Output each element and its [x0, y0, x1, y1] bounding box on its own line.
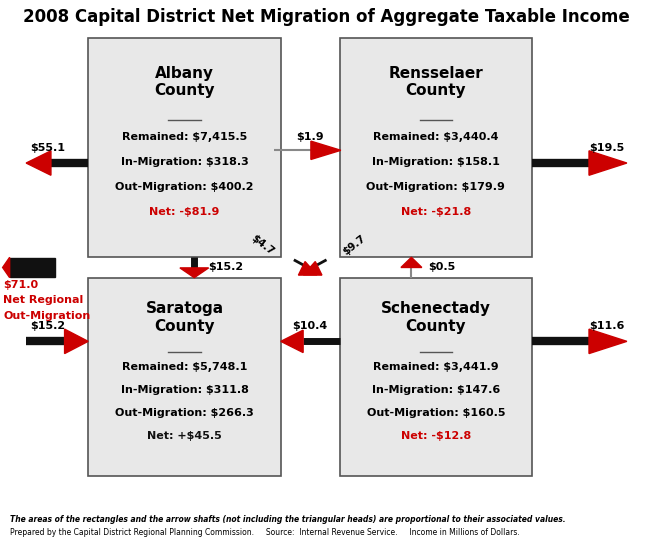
Text: $9.7: $9.7	[342, 234, 368, 257]
Text: $15.2: $15.2	[30, 321, 65, 331]
Text: $10.4: $10.4	[293, 321, 328, 331]
Text: Net: -$21.8: Net: -$21.8	[401, 208, 471, 217]
Text: Out-Migration: $179.9: Out-Migration: $179.9	[366, 182, 505, 192]
Bar	[88, 278, 281, 476]
Polygon shape	[589, 329, 627, 353]
Text: $19.5: $19.5	[590, 143, 625, 153]
Text: Remained: $7,415.5: Remained: $7,415.5	[122, 132, 247, 142]
Polygon shape	[311, 141, 341, 159]
Polygon shape	[26, 151, 51, 175]
Text: $11.6: $11.6	[590, 321, 625, 331]
Text: The areas of the rectangles and the arrow shafts (not including the triangular h: The areas of the rectangles and the arro…	[10, 515, 565, 524]
Text: Out-Migration: $400.2: Out-Migration: $400.2	[115, 182, 254, 192]
Text: $71.0: $71.0	[3, 280, 39, 290]
Text: Net: +$45.5: Net: +$45.5	[147, 431, 222, 441]
Text: $55.1: $55.1	[30, 143, 65, 153]
Text: In-Migration: $158.1: In-Migration: $158.1	[372, 157, 500, 167]
Polygon shape	[401, 257, 422, 268]
Text: 2008 Capital District Net Migration of Aggregate Taxable Income: 2008 Capital District Net Migration of A…	[23, 8, 630, 25]
Text: Net: -$81.9: Net: -$81.9	[150, 208, 219, 217]
Text: Albany
County: Albany County	[154, 66, 215, 98]
Text: Remained: $5,748.1: Remained: $5,748.1	[122, 362, 247, 372]
Polygon shape	[589, 151, 627, 175]
Polygon shape	[298, 262, 317, 275]
Text: Remained: $3,440.4: Remained: $3,440.4	[373, 132, 499, 142]
Text: Prepared by the Capital District Regional Planning Commission.     Source:  Inte: Prepared by the Capital District Regiona…	[10, 527, 520, 537]
Bar	[10, 259, 55, 276]
Text: Out-Migration: Out-Migration	[3, 311, 91, 321]
Text: Out-Migration: $266.3: Out-Migration: $266.3	[115, 408, 254, 418]
Text: Out-Migration: $160.5: Out-Migration: $160.5	[366, 408, 505, 418]
Polygon shape	[281, 330, 303, 352]
Bar	[340, 278, 532, 476]
Text: Net: -$12.8: Net: -$12.8	[401, 431, 471, 441]
Text: Remained: $3,441.9: Remained: $3,441.9	[373, 362, 499, 372]
Text: Net Regional: Net Regional	[3, 295, 84, 306]
Bar	[340, 38, 532, 257]
Text: $1.9: $1.9	[296, 132, 324, 141]
Polygon shape	[65, 329, 88, 353]
Polygon shape	[180, 268, 209, 278]
Text: $15.2: $15.2	[209, 262, 244, 273]
Text: In-Migration: $147.6: In-Migration: $147.6	[372, 385, 500, 395]
Text: Schenectady
County: Schenectady County	[381, 301, 491, 334]
Text: Rensselaer
County: Rensselaer County	[389, 66, 483, 98]
Text: In-Migration: $318.3: In-Migration: $318.3	[121, 157, 248, 167]
Polygon shape	[3, 257, 10, 278]
Text: Saratoga
County: Saratoga County	[146, 301, 223, 334]
Text: $4.7: $4.7	[249, 234, 276, 257]
Text: In-Migration: $311.8: In-Migration: $311.8	[121, 385, 248, 395]
Polygon shape	[303, 262, 322, 275]
Text: $0.5: $0.5	[428, 262, 455, 273]
Bar	[88, 38, 281, 257]
